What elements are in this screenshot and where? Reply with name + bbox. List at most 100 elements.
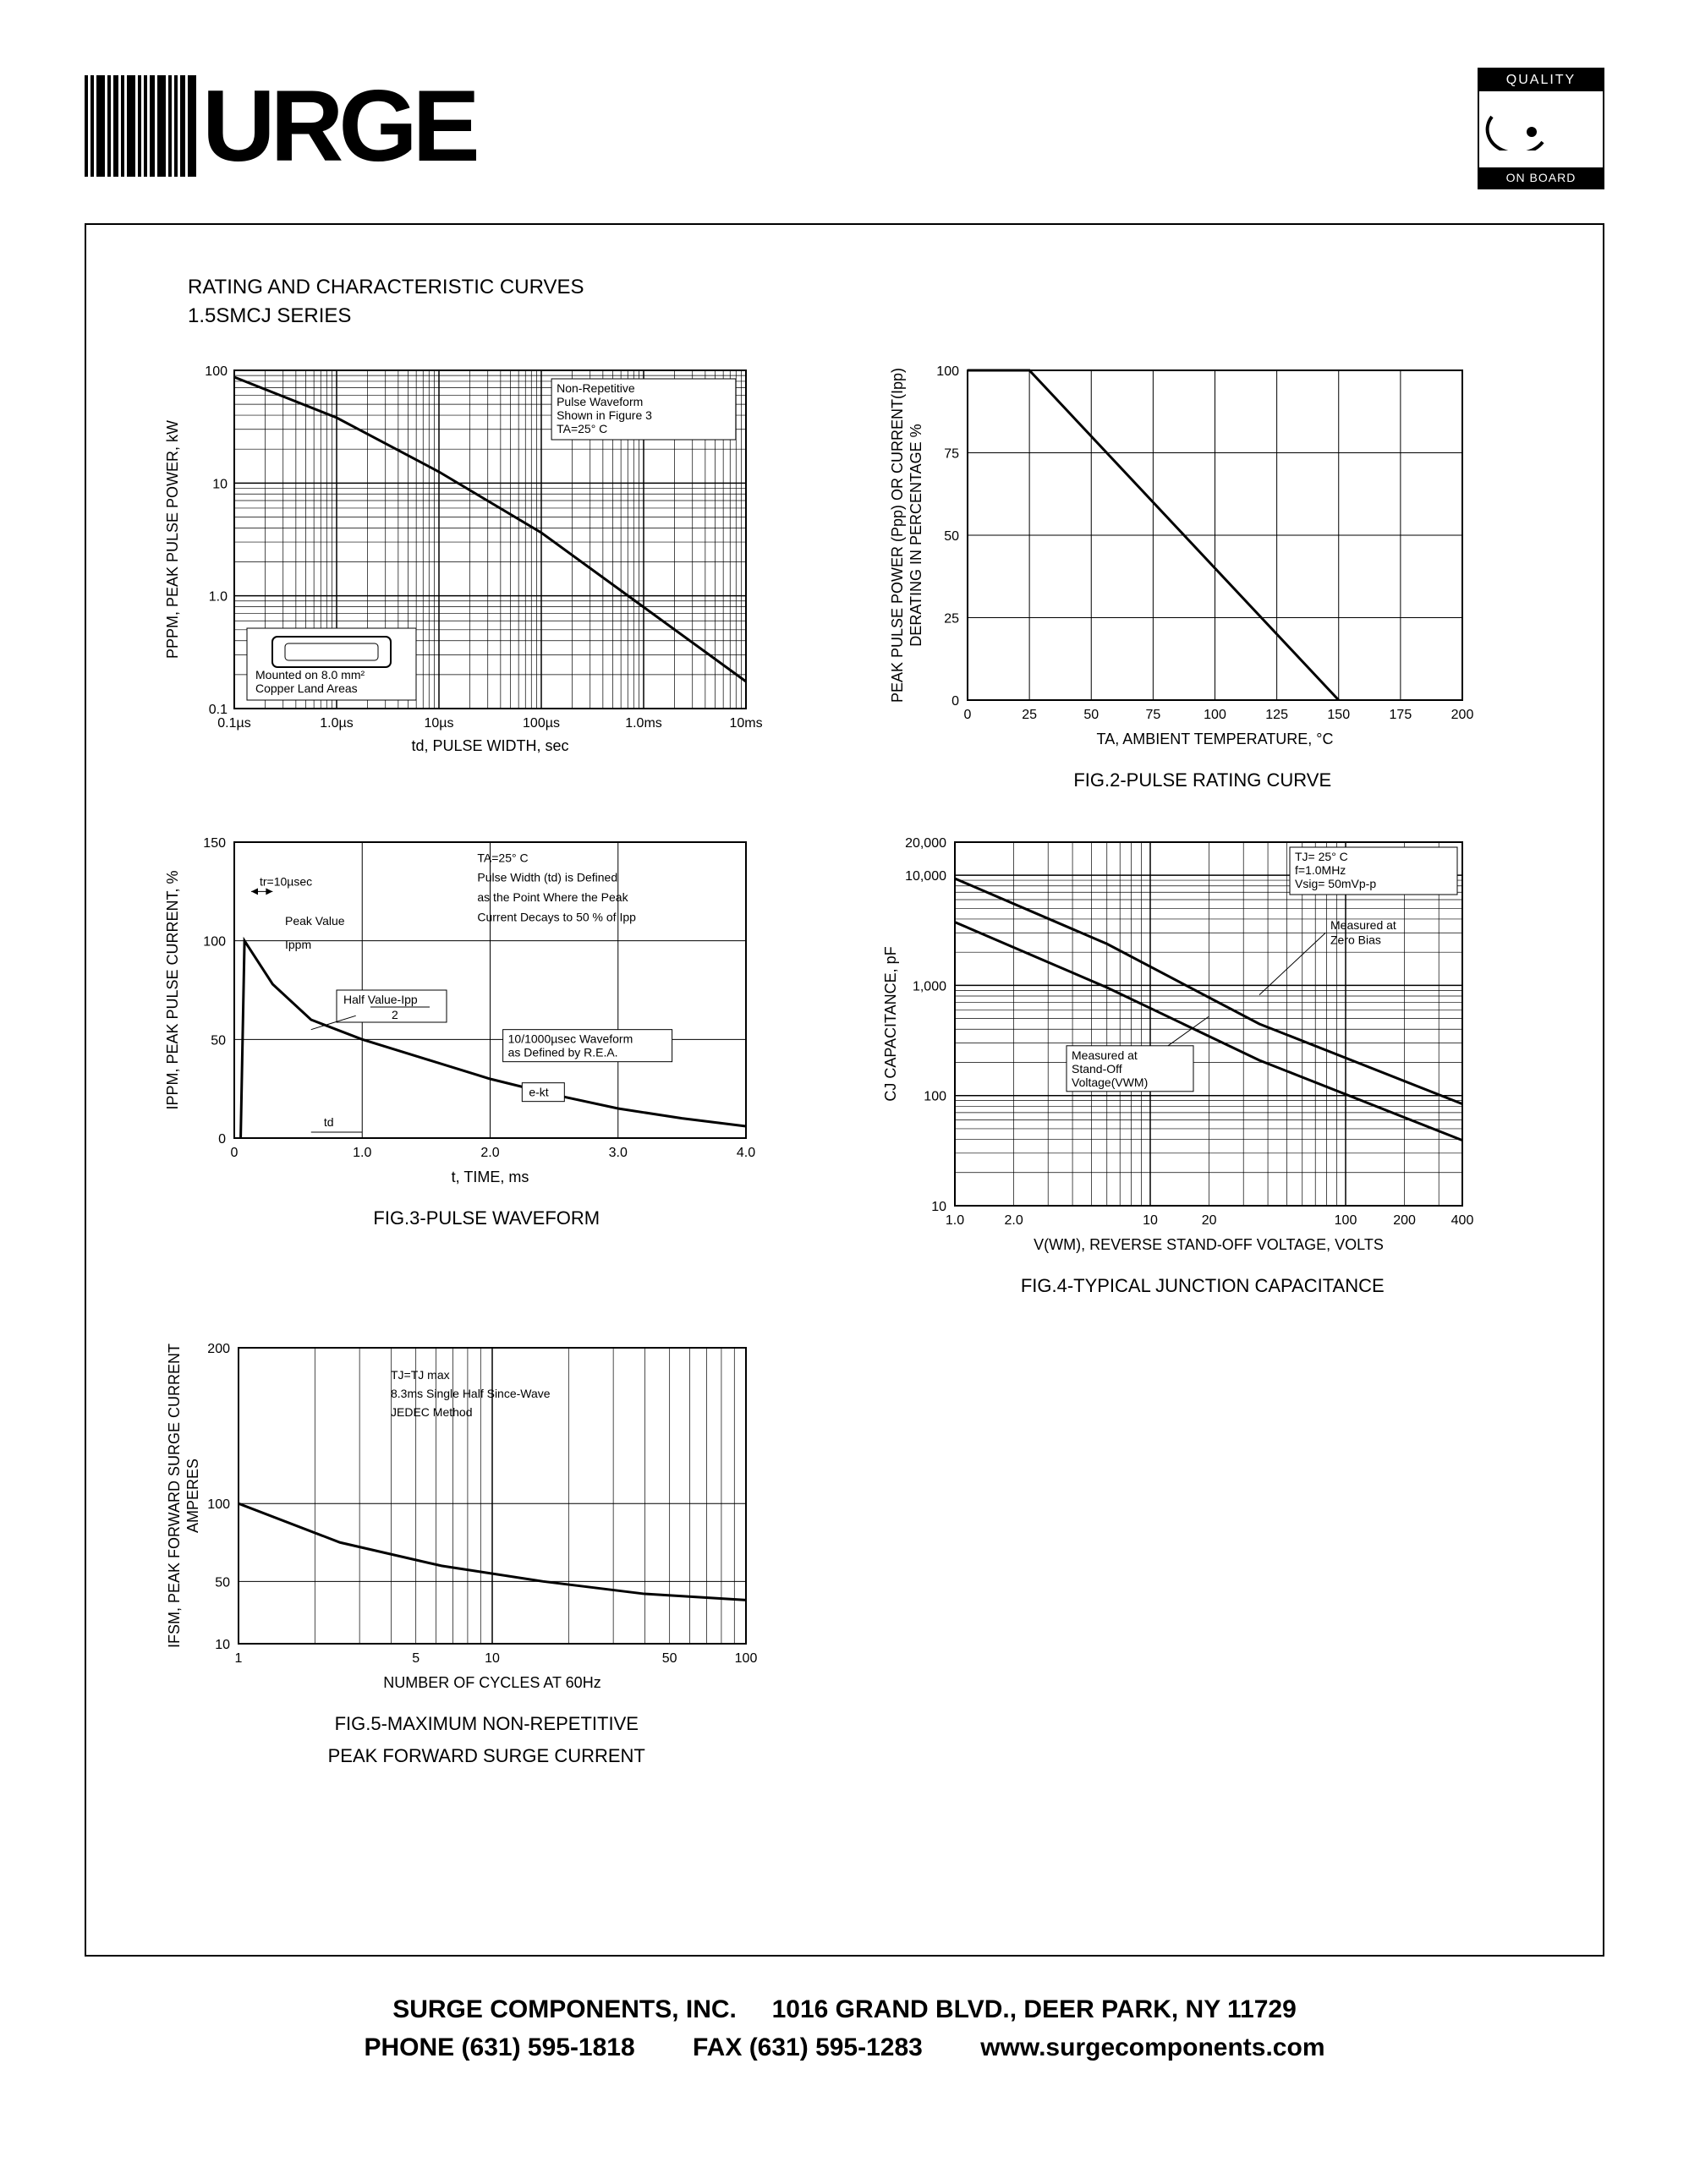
- svg-text:150: 150: [203, 836, 226, 851]
- svg-text:Zero Bias: Zero Bias: [1330, 933, 1381, 946]
- svg-text:e-kt: e-kt: [529, 1086, 548, 1099]
- fig2-chart: 02550751001251501752000255075100TA, AMBI…: [870, 353, 1479, 759]
- svg-text:150: 150: [1327, 708, 1350, 722]
- svg-text:Stand-Off: Stand-Off: [1072, 1062, 1122, 1076]
- svg-text:100: 100: [924, 1090, 946, 1104]
- fig5-chart: 1050100200151050100NUMBER OF CYCLES AT 6…: [154, 1331, 763, 1703]
- svg-text:f=1.0MHz: f=1.0MHz: [1295, 863, 1346, 877]
- svg-text:Measured at: Measured at: [1330, 918, 1396, 932]
- svg-text:Voltage(VWM): Voltage(VWM): [1072, 1076, 1148, 1089]
- doc-subtitle: 1.5SMCJ SERIES: [188, 304, 1552, 328]
- quality-badge: QUALITY ON BOARD: [1478, 68, 1604, 189]
- svg-text:1.0: 1.0: [353, 1146, 371, 1160]
- svg-text:TA=25° C: TA=25° C: [477, 851, 528, 864]
- svg-text:1: 1: [235, 1651, 243, 1666]
- svg-text:75: 75: [1145, 708, 1160, 722]
- svg-text:10: 10: [485, 1651, 500, 1666]
- page-footer: SURGE COMPONENTS, INC. 1016 GRAND BLVD.,…: [85, 1990, 1604, 2066]
- svg-text:2: 2: [392, 1008, 398, 1021]
- svg-text:1.0: 1.0: [209, 590, 228, 605]
- fig2-container: 02550751001251501752000255075100TA, AMBI…: [870, 353, 1536, 791]
- svg-text:8.3ms Single Half Since-Wave: 8.3ms Single Half Since-Wave: [391, 1387, 551, 1400]
- svg-text:DERATING IN PERCENTAGE %: DERATING IN PERCENTAGE %: [908, 424, 924, 646]
- svg-text:5: 5: [412, 1651, 420, 1666]
- fig1-chart: 100101.00.10.1µs1.0µs10µs100µs1.0ms10mst…: [154, 353, 763, 759]
- svg-text:as the Point Where the Peak: as the Point Where the Peak: [477, 890, 628, 904]
- svg-text:10: 10: [1143, 1213, 1158, 1228]
- svg-text:200: 200: [1393, 1213, 1416, 1228]
- svg-text:1.0: 1.0: [945, 1213, 963, 1228]
- svg-text:3.0: 3.0: [609, 1146, 628, 1160]
- badge-bottom-text: ON BOARD: [1479, 167, 1603, 188]
- svg-text:IFSM, PEAK FORWARD SURGE CURRE: IFSM, PEAK FORWARD SURGE CURRENT: [166, 1344, 183, 1648]
- svg-text:CJ CAPACITANCE, pF: CJ CAPACITANCE, pF: [882, 946, 899, 1101]
- svg-text:100: 100: [735, 1651, 758, 1666]
- svg-text:100µs: 100µs: [523, 716, 560, 731]
- svg-text:2.0: 2.0: [480, 1146, 499, 1160]
- fig4-caption: FIG.4-TYPICAL JUNCTION CAPACITANCE: [870, 1275, 1536, 1297]
- fig4-chart: 1.02.01020100200400101001,00010,00020,00…: [870, 825, 1479, 1265]
- footer-company: SURGE COMPONENTS, INC.: [392, 1995, 737, 2023]
- svg-text:1.0µs: 1.0µs: [320, 716, 353, 731]
- svg-text:100: 100: [203, 935, 226, 950]
- svg-text:0: 0: [231, 1146, 239, 1160]
- svg-text:1.0ms: 1.0ms: [625, 716, 662, 731]
- svg-text:td: td: [324, 1115, 334, 1129]
- svg-text:Current Decays to 50 % of Ipp: Current Decays to 50 % of Ipp: [477, 910, 636, 923]
- svg-text:50: 50: [662, 1651, 677, 1666]
- svg-text:10: 10: [212, 477, 228, 491]
- svg-text:t, TIME, ms: t, TIME, ms: [452, 1169, 529, 1185]
- svg-text:AMPERES: AMPERES: [184, 1459, 201, 1533]
- svg-text:tr=10µsec: tr=10µsec: [260, 874, 312, 888]
- svg-text:Non-Repetitive: Non-Repetitive: [557, 381, 635, 395]
- svg-text:V(WM), REVERSE STAND-OFF VOLTA: V(WM), REVERSE STAND-OFF VOLTAGE, VOLTS: [1034, 1236, 1384, 1253]
- svg-text:Ippm: Ippm: [285, 938, 311, 951]
- svg-text:125: 125: [1265, 708, 1288, 722]
- svg-text:Measured at: Measured at: [1072, 1048, 1138, 1062]
- fig2-caption: FIG.2-PULSE RATING CURVE: [870, 769, 1536, 791]
- svg-text:0: 0: [218, 1132, 226, 1147]
- svg-text:1,000: 1,000: [912, 979, 946, 993]
- svg-text:200: 200: [207, 1342, 230, 1356]
- svg-text:100: 100: [1204, 708, 1226, 722]
- svg-text:10/1000µsec Waveform: 10/1000µsec Waveform: [508, 1032, 633, 1046]
- fig5-caption-l1: FIG.5-MAXIMUM NON-REPETITIVE: [154, 1713, 820, 1735]
- svg-text:10µs: 10µs: [424, 716, 453, 731]
- svg-text:PEAK PULSE POWER (Ppp) OR CURR: PEAK PULSE POWER (Ppp) OR CURRENT(Ipp): [889, 368, 906, 703]
- fig1-container: 100101.00.10.1µs1.0µs10µs100µs1.0ms10mst…: [154, 353, 820, 791]
- svg-text:20,000: 20,000: [905, 836, 946, 851]
- svg-text:50: 50: [944, 529, 959, 544]
- badge-top-text: QUALITY: [1479, 69, 1603, 91]
- svg-text:TJ= 25° C: TJ= 25° C: [1295, 850, 1348, 863]
- svg-text:10: 10: [215, 1638, 230, 1652]
- footer-phone: PHONE (631) 595-1818: [365, 2033, 635, 2061]
- svg-text:75: 75: [944, 447, 959, 462]
- svg-text:100: 100: [205, 364, 228, 379]
- svg-text:10,000: 10,000: [905, 869, 946, 884]
- svg-text:Shown in Figure 3: Shown in Figure 3: [557, 408, 652, 422]
- brand-logo: URGE: [85, 68, 475, 184]
- svg-text:JEDEC Method: JEDEC Method: [391, 1405, 472, 1419]
- badge-icon: [1479, 91, 1603, 167]
- svg-text:25: 25: [1022, 708, 1037, 722]
- footer-web: www.surgecomponents.com: [980, 2033, 1324, 2061]
- svg-text:NUMBER OF CYCLES AT 60Hz: NUMBER OF CYCLES AT 60Hz: [383, 1674, 600, 1691]
- svg-text:TA=25° C: TA=25° C: [557, 422, 607, 435]
- svg-text:0.1µs: 0.1µs: [217, 716, 250, 731]
- svg-text:2.0: 2.0: [1004, 1213, 1023, 1228]
- svg-text:100: 100: [936, 364, 959, 379]
- svg-text:Pulse Waveform: Pulse Waveform: [557, 395, 643, 408]
- page-header: URGE QUALITY ON BOARD: [85, 68, 1604, 189]
- svg-text:td, PULSE WIDTH, sec: td, PULSE WIDTH, sec: [411, 737, 568, 754]
- svg-text:175: 175: [1389, 708, 1412, 722]
- svg-text:as Defined by R.E.A.: as Defined by R.E.A.: [508, 1046, 618, 1059]
- svg-text:400: 400: [1450, 1213, 1473, 1228]
- svg-text:200: 200: [1450, 708, 1473, 722]
- svg-text:50: 50: [215, 1575, 230, 1590]
- svg-text:10: 10: [931, 1200, 946, 1214]
- svg-text:0.1: 0.1: [209, 703, 228, 717]
- svg-text:50: 50: [1083, 708, 1099, 722]
- brand-wordmark: URGE: [202, 68, 475, 184]
- footer-address: 1016 GRAND BLVD., DEER PARK, NY 11729: [772, 1995, 1297, 2023]
- fig3-container: 01.02.03.04.0050100150t, TIME, msIPPM, P…: [154, 825, 820, 1297]
